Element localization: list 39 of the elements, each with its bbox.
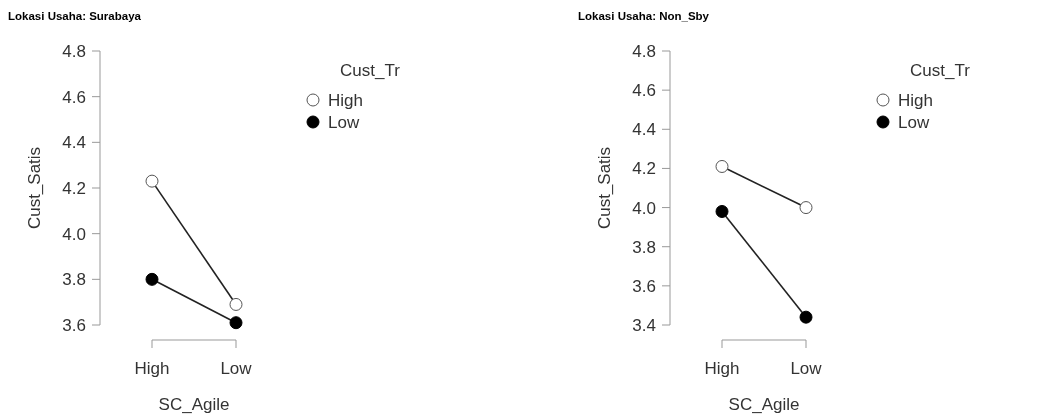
y-axis-title: Cust_Satis (25, 146, 44, 230)
x-tick-label: Low (790, 359, 823, 378)
point (145, 272, 159, 286)
point (715, 159, 729, 173)
y-tick-label: 4.0 (62, 224, 86, 244)
x-tick-label: High (134, 359, 170, 378)
y-tick-label: 4.0 (632, 198, 656, 218)
point (229, 316, 243, 330)
y-tick-label: 3.4 (632, 315, 656, 335)
y-tick-label: 4.4 (62, 133, 86, 153)
legend-label: Low (898, 112, 930, 132)
y-tick-label: 3.6 (62, 315, 86, 335)
x-tick-label: High (704, 359, 740, 378)
x-tick-label: Low (220, 359, 253, 378)
x-axis-title: SC_Agile (728, 395, 800, 414)
y-tick-label: 4.6 (632, 81, 656, 101)
point (799, 310, 813, 324)
y-tick-label: 3.8 (62, 270, 86, 290)
x-axis-title: SC_Agile (158, 395, 230, 414)
point (145, 174, 159, 188)
legend-label: High (328, 90, 363, 110)
point (799, 201, 813, 215)
legend-title: Cust_Tr (340, 61, 401, 80)
y-tick-label: 4.2 (62, 178, 86, 198)
y-tick-label: 4.6 (62, 87, 86, 107)
legend-label: Low (328, 112, 360, 132)
y-tick-label: 3.6 (632, 276, 656, 296)
y-tick-label: 3.8 (632, 237, 656, 257)
legend-title: Cust_Tr (910, 61, 971, 80)
point (229, 297, 243, 311)
y-tick-label: 4.8 (632, 41, 656, 61)
y-axis-title: Cust_Satis (595, 146, 614, 230)
point (715, 204, 729, 218)
chart-title: Lokasi Usaha: Non_Sby (578, 10, 710, 22)
legend-label: High (898, 90, 933, 110)
y-tick-label: 4.4 (632, 120, 656, 140)
y-tick-label: 4.8 (62, 41, 86, 61)
y-tick-label: 4.2 (632, 159, 656, 179)
chart-title: Lokasi Usaha: Surabaya (8, 10, 142, 22)
